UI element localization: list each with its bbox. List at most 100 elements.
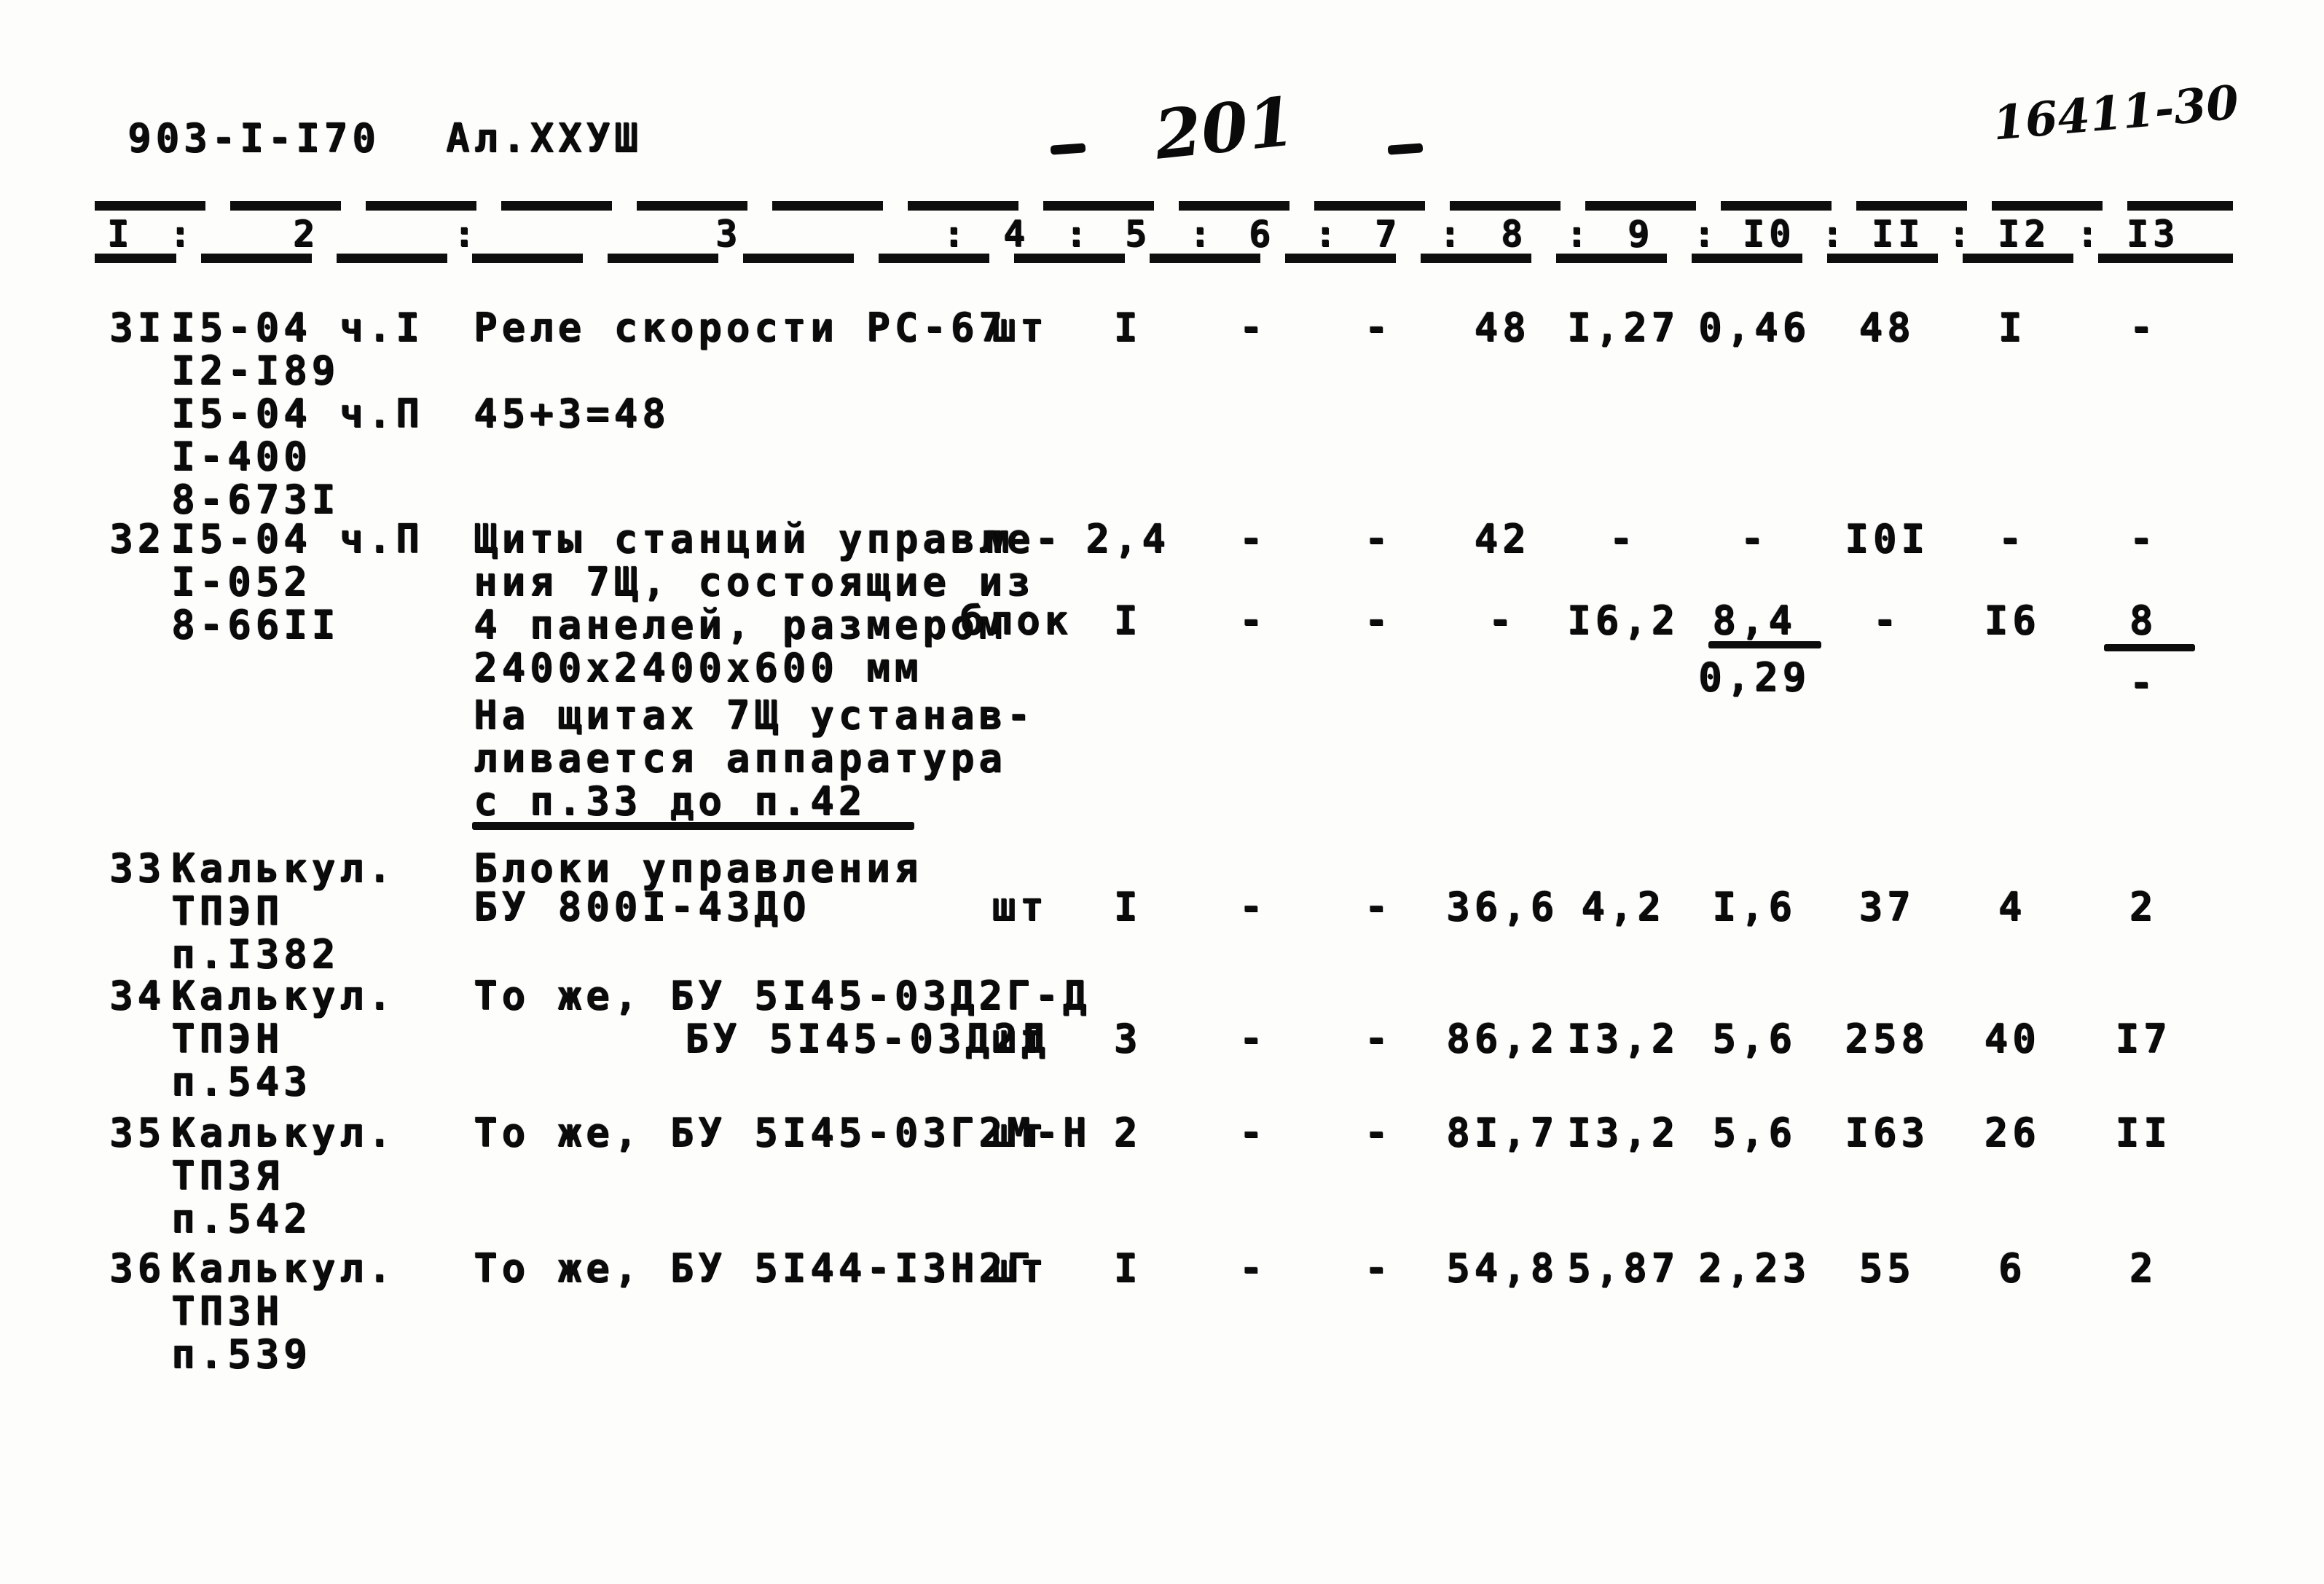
value-cell: 26 <box>1984 1110 2041 1156</box>
col-header-4: 4 <box>1002 213 1030 255</box>
code-line: I-400 <box>171 434 312 479</box>
col-separator: : <box>1314 213 1341 255</box>
value-cell: - <box>1238 1245 1268 1291</box>
value-cell: 5,6 <box>1712 1110 1797 1156</box>
col-header-12: I2 <box>1997 213 2051 255</box>
value-cell: 4,2 <box>1581 884 1665 930</box>
code-line: 8-673I <box>171 477 340 522</box>
col-separator: : <box>1947 213 1975 255</box>
col-header-13: I3 <box>2126 213 2180 255</box>
value-cell: шт <box>992 1110 1048 1156</box>
row-number: 36. <box>109 1245 194 1291</box>
note-line: с п.33 до п.42 <box>474 778 867 824</box>
description-line: То же, БУ 5I44-I3Н2Г <box>474 1245 1035 1291</box>
col-separator: : <box>1438 213 1466 255</box>
col-separator: : <box>1692 213 1720 255</box>
value-cell: - <box>1238 516 1268 562</box>
value-cell: I,27 <box>1566 305 1680 350</box>
col-separator: : <box>1064 213 1092 255</box>
code-line: I5-04 ч.П <box>171 391 424 436</box>
description-line: БУ 800I-43ДО <box>474 884 811 930</box>
value-cell: 4 <box>1998 884 2027 930</box>
value-cell: 0,29 <box>1697 654 1811 700</box>
value-cell: - <box>1364 305 1393 350</box>
col-header-11: II <box>1871 213 1925 255</box>
value-cell: 37 <box>1858 884 1915 930</box>
description-line: БУ 5I45-03Д2Д <box>685 1016 1050 1062</box>
value-cell: 5,87 <box>1566 1245 1680 1291</box>
description-line: ния 7Щ, состоящие из <box>474 559 1035 605</box>
value-cell: 2,23 <box>1697 1245 1811 1291</box>
col-separator: : <box>2076 213 2103 255</box>
value-cell: I63 <box>1845 1110 1929 1156</box>
col-separator: : <box>168 213 196 255</box>
code-line: Калькул. <box>171 1245 396 1291</box>
value-cell: шт <box>992 305 1048 350</box>
code-line: п.539 <box>171 1331 312 1377</box>
value-cell: - <box>1238 597 1268 643</box>
table-top-rule <box>95 201 2233 211</box>
table-header-bottom-rule <box>95 254 2233 263</box>
value-cell: I,6 <box>1712 884 1797 930</box>
value-cell: 0,46 <box>1697 305 1811 350</box>
col-separator: : <box>1821 213 1848 255</box>
description-line: То же, БУ 5I45-03Д2Г-Д <box>474 973 1091 1019</box>
note-underline <box>472 822 914 830</box>
value-cell: - <box>2129 660 2158 706</box>
col-separator: : <box>1188 213 1216 255</box>
code-line: 8-66II <box>171 602 340 648</box>
col-header-2: 2 <box>292 213 320 255</box>
description-line: Реле скорости РС-67 <box>474 305 1007 350</box>
value-cell: 86,2 <box>1445 1016 1559 1062</box>
code-line: I5-04 ч.I <box>171 305 424 350</box>
value-cell: - <box>1488 597 1517 643</box>
description-line: То же, БУ 5I45-03Г2М-Н <box>474 1110 1091 1156</box>
value-cell: I0I <box>1845 516 1929 562</box>
value-underline <box>2104 644 2195 651</box>
note-line: ливается аппаратура <box>474 735 1007 781</box>
page-number: 201 <box>1150 82 1299 175</box>
row-number: 35. <box>109 1110 194 1156</box>
col-header-3: 3 <box>715 213 742 255</box>
value-cell: - <box>1238 1110 1268 1156</box>
value-cell: I7 <box>2115 1016 2172 1062</box>
value-cell: шт <box>992 884 1048 930</box>
value-cell: I <box>1113 884 1142 930</box>
value-cell: 55 <box>1858 1245 1915 1291</box>
code-line: I2-I89 <box>171 348 340 393</box>
value-cell: 36,6 <box>1445 884 1559 930</box>
value-cell: I <box>1113 1245 1142 1291</box>
col-header-8: 8 <box>1500 213 1528 255</box>
value-cell: 5,6 <box>1712 1016 1797 1062</box>
value-cell: - <box>1364 1016 1393 1062</box>
col-header-6: 6 <box>1248 213 1276 255</box>
inventory-stamp: 16411-30 <box>1990 75 2241 152</box>
value-cell: - <box>2129 516 2158 562</box>
value-cell: 54,8 <box>1445 1245 1559 1291</box>
handwritten-dash-right <box>1387 143 1424 155</box>
code-line: I5-04 ч.П <box>171 516 424 562</box>
value-cell: I6,2 <box>1566 597 1680 643</box>
value-cell: - <box>1364 1110 1393 1156</box>
value-cell: шт <box>992 1016 1048 1062</box>
value-cell: II <box>2115 1110 2172 1156</box>
value-cell: I6 <box>1984 597 2041 643</box>
value-cell: I <box>1113 305 1142 350</box>
col-header-7: 7 <box>1374 213 1402 255</box>
value-cell: блок <box>959 597 1073 643</box>
code-line: п.542 <box>171 1196 312 1242</box>
code-line: ТПЗН <box>171 1288 284 1334</box>
value-cell: - <box>1609 516 1638 562</box>
value-cell: 8 <box>2129 597 2158 643</box>
col-header-9: 9 <box>1627 213 1654 255</box>
value-cell: 2 <box>2129 1245 2158 1291</box>
value-cell: 2 <box>2129 884 2158 930</box>
code-line: ТПЗЯ <box>171 1153 284 1199</box>
code-line: I-052 <box>171 559 312 605</box>
value-cell: I3,2 <box>1566 1016 1680 1062</box>
value-cell: - <box>1364 1245 1393 1291</box>
row-number: 3I. <box>109 305 194 350</box>
description-line: Блоки управления <box>474 845 923 891</box>
code-line: ТПЭН <box>171 1016 284 1062</box>
